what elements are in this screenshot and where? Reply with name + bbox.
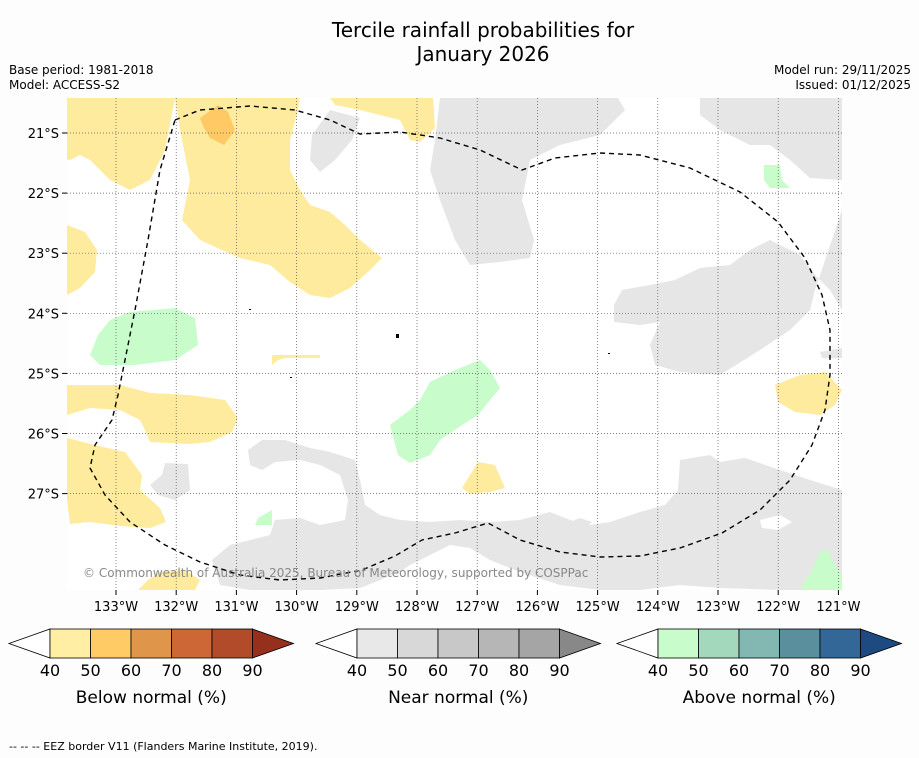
colorbar-label: Near normal (%) bbox=[388, 688, 528, 708]
colorbar-tick: 70 bbox=[769, 661, 789, 680]
x-tick-label: 124°W bbox=[636, 600, 680, 615]
model-run: Model run: 29/11/2025 bbox=[773, 63, 911, 77]
colorbar-label: Below normal (%) bbox=[76, 688, 227, 708]
colorbar-tick: 90 bbox=[549, 661, 569, 680]
colorbar-tick: 70 bbox=[468, 661, 488, 680]
colorbar-tick: 60 bbox=[121, 661, 141, 680]
issued-date: Issued: 01/12/2025 bbox=[795, 78, 911, 92]
x-tick-label: 128°W bbox=[395, 600, 439, 615]
colorbar-tick: 70 bbox=[161, 661, 181, 680]
meta-left: Base period: 1981-2018 Model: ACCESS-S2 bbox=[9, 63, 154, 93]
title-line-1: Tercile rainfall probabilities for bbox=[331, 18, 635, 42]
colorbar-extend-low bbox=[7, 628, 51, 659]
colorbar-extend-low bbox=[615, 628, 659, 659]
eez-footnote: -- -- -- EEZ border V11 (Flanders Marine… bbox=[9, 740, 318, 753]
x-tick-label: 123°W bbox=[696, 600, 740, 615]
x-tick-label: 126°W bbox=[515, 600, 559, 615]
colorbar-segment bbox=[657, 628, 699, 659]
base-period: Base period: 1981-2018 bbox=[9, 63, 154, 77]
colorbar-segment bbox=[437, 628, 479, 659]
y-tick-label: 26°S bbox=[28, 428, 59, 443]
colorbar-segment bbox=[738, 628, 780, 659]
model-name: Model: ACCESS-S2 bbox=[9, 78, 121, 92]
y-axis: 21°S 22°S 23°S 24°S 25°S 26°S 27°S bbox=[28, 127, 67, 503]
colorbar-segment bbox=[698, 628, 740, 659]
colorbar-tick: 50 bbox=[688, 661, 708, 680]
x-tick-label: 122°W bbox=[756, 600, 800, 615]
colorbar-extend-high bbox=[860, 628, 903, 659]
x-tick-label: 125°W bbox=[576, 600, 620, 615]
y-tick-label: 27°S bbox=[28, 488, 59, 503]
colorbar-extend-high bbox=[252, 628, 295, 659]
x-axis: 133°W 132°W 131°W 130°W 129°W 128°W 127°W 126°W… bbox=[94, 590, 861, 615]
colorbar-tick: 80 bbox=[509, 661, 529, 680]
colorbar-segment bbox=[171, 628, 213, 659]
colorbar-segment bbox=[518, 628, 560, 659]
colorbar-2: 40 50 60 70 80 90 Near normal (%) bbox=[314, 628, 602, 708]
colorbars: 40 50 60 70 80 90 Below normal (%) 40 50 60 70 80 90… bbox=[7, 628, 903, 708]
meta-right: Model run: 29/11/2025 Issued: 01/12/2025 bbox=[774, 63, 911, 93]
colorbar-tick: 60 bbox=[729, 661, 749, 680]
colorbar-tick: 90 bbox=[242, 661, 262, 680]
colorbar-segment bbox=[49, 628, 91, 659]
colorbar-3: 40 50 60 70 80 90 Above normal (%) bbox=[615, 628, 903, 708]
speckles bbox=[249, 309, 610, 378]
colorbar-segment bbox=[478, 628, 520, 659]
colorbar-tick: 60 bbox=[428, 661, 448, 680]
map-copyright: © Commonwealth of Australia 2025, Bureau… bbox=[83, 566, 588, 580]
colorbar-segment bbox=[356, 628, 398, 659]
colorbar-tick: 40 bbox=[347, 661, 367, 680]
colorbar-tick: 80 bbox=[810, 661, 830, 680]
above-normal-regions bbox=[90, 165, 842, 590]
y-tick-label: 23°S bbox=[28, 247, 59, 262]
colorbar-extend-low bbox=[314, 628, 358, 659]
colorbar-extend-high bbox=[559, 628, 602, 659]
colorbar-tick: 80 bbox=[202, 661, 222, 680]
y-tick-label: 22°S bbox=[28, 187, 59, 202]
x-tick-label: 129°W bbox=[335, 600, 379, 615]
map-panel: © Commonwealth of Australia 2025, Bureau… bbox=[67, 98, 842, 590]
chart-title: Tercile rainfall probabilities for Janua… bbox=[0, 18, 919, 66]
colorbar-tick: 90 bbox=[850, 661, 870, 680]
x-tick-label: 127°W bbox=[455, 600, 499, 615]
x-tick-label: 131°W bbox=[214, 600, 258, 615]
colorbar-tick: 40 bbox=[648, 661, 668, 680]
colorbar-tick: 50 bbox=[387, 661, 407, 680]
colorbar-segment bbox=[211, 628, 253, 659]
colorbar-segment bbox=[819, 628, 861, 659]
y-tick-label: 24°S bbox=[28, 307, 59, 322]
colorbar-segment bbox=[130, 628, 172, 659]
gridlines bbox=[67, 98, 842, 590]
colorbar-segment bbox=[90, 628, 132, 659]
y-tick-label: 25°S bbox=[28, 367, 59, 382]
x-tick-label: 132°W bbox=[154, 600, 198, 615]
colorbar-label: Above normal (%) bbox=[683, 688, 836, 708]
colorbar-1: 40 50 60 70 80 90 Below normal (%) bbox=[7, 628, 295, 708]
y-tick-label: 21°S bbox=[28, 127, 59, 142]
x-tick-label: 121°W bbox=[816, 600, 860, 615]
colorbar-segment bbox=[397, 628, 439, 659]
colorbar-tick: 40 bbox=[40, 661, 60, 680]
near-normal-regions bbox=[150, 98, 842, 590]
x-tick-label: 130°W bbox=[275, 600, 319, 615]
eez-border-line bbox=[89, 105, 831, 581]
x-tick-label: 133°W bbox=[94, 600, 138, 615]
colorbar-segment bbox=[779, 628, 821, 659]
colorbar-tick: 50 bbox=[80, 661, 100, 680]
title-line-2: January 2026 bbox=[416, 42, 550, 66]
